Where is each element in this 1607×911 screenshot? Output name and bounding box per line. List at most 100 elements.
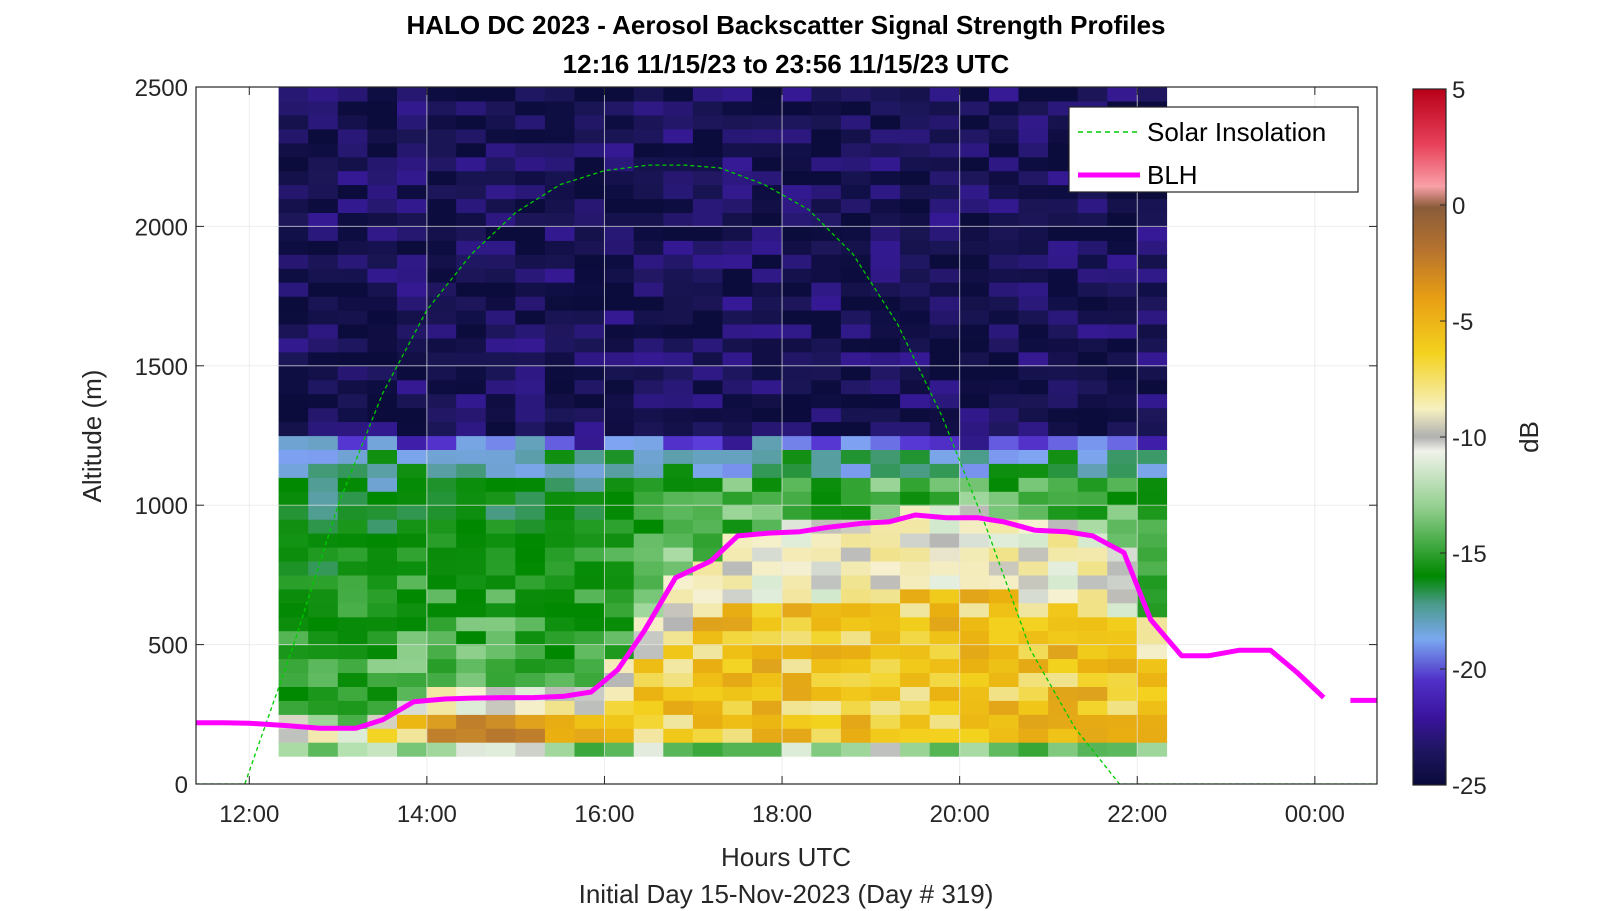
heatmap-cell xyxy=(308,672,339,687)
heatmap-cell xyxy=(929,142,960,158)
heatmap-cell xyxy=(929,630,960,646)
heatmap-cell xyxy=(604,142,635,158)
heatmap-cell xyxy=(988,212,1020,227)
heatmap-cell xyxy=(308,296,339,311)
heatmap-cell xyxy=(811,407,842,423)
heatmap-cell xyxy=(692,407,724,423)
heatmap-cell xyxy=(574,407,605,423)
heatmap-cell xyxy=(278,100,309,116)
heatmap-cell xyxy=(692,435,724,450)
heatmap-cell xyxy=(574,547,605,562)
heatmap-cell xyxy=(308,728,339,743)
heatmap-cell xyxy=(722,449,753,464)
heatmap-cell xyxy=(1136,491,1168,506)
heatmap-cell xyxy=(692,337,724,353)
heatmap-cell xyxy=(604,226,635,241)
heatmap-cell xyxy=(840,296,872,311)
heatmap-cell xyxy=(1048,686,1079,701)
heatmap-cell xyxy=(397,156,428,172)
heatmap-cell xyxy=(959,533,990,548)
heatmap-cell xyxy=(959,393,990,409)
heatmap-cell xyxy=(752,561,783,576)
heatmap-cell xyxy=(1018,351,1049,367)
heatmap-cell xyxy=(722,142,753,158)
heatmap-cell xyxy=(278,700,309,715)
heatmap-cell xyxy=(692,393,724,409)
heatmap-cell xyxy=(278,114,309,130)
heatmap-cell xyxy=(397,296,428,311)
heatmap-cell xyxy=(692,449,724,464)
y-axis: 0 500 1000 1500 2000 2500 xyxy=(135,75,1377,799)
heatmap-cell xyxy=(988,449,1020,464)
heatmap-cell xyxy=(367,142,398,158)
heatmap-cell xyxy=(278,337,309,353)
heatmap-cell xyxy=(663,324,694,339)
heatmap-cell xyxy=(367,588,398,604)
heatmap-cell xyxy=(1018,505,1049,520)
heatmap-cell xyxy=(781,114,812,130)
heatmap-cell xyxy=(663,630,694,646)
heatmap-cell xyxy=(870,296,901,311)
heatmap-cell xyxy=(485,282,516,297)
heatmap-cell xyxy=(633,114,664,130)
heatmap-cell xyxy=(1018,393,1049,409)
x-tick-label: 12:00 xyxy=(219,801,279,828)
heatmap-cell xyxy=(929,588,960,604)
legend-blh-label: BLH xyxy=(1147,160,1198,190)
heatmap-cell xyxy=(1077,226,1108,241)
heatmap-cell xyxy=(1018,268,1049,283)
heatmap-cell xyxy=(1018,477,1049,492)
heatmap-cell xyxy=(337,407,368,423)
y-tick-label: 500 xyxy=(148,633,188,660)
heatmap-cell xyxy=(929,714,960,729)
heatmap-cell xyxy=(456,742,487,757)
heatmap-cell xyxy=(722,198,753,213)
heatmap-cell xyxy=(485,547,516,562)
heatmap-cell xyxy=(1018,658,1049,673)
heatmap-cell xyxy=(337,728,368,743)
heatmap-cell xyxy=(1077,296,1108,311)
heatmap-cell xyxy=(811,658,842,673)
heatmap-cell xyxy=(278,156,309,172)
heatmap-cell xyxy=(781,561,812,576)
heatmap-cell xyxy=(1018,714,1049,729)
heatmap-cell xyxy=(988,602,1020,618)
heatmap-cell xyxy=(604,728,635,743)
heatmap-cell xyxy=(988,226,1020,241)
heatmap-cell xyxy=(663,142,694,158)
heatmap-cell xyxy=(663,268,694,283)
heatmap-cell xyxy=(426,561,457,576)
heatmap-cell xyxy=(663,672,694,687)
heatmap-cell xyxy=(900,519,931,534)
heatmap-cell xyxy=(544,421,576,437)
heatmap-cell xyxy=(840,602,872,618)
heatmap-cell xyxy=(456,407,487,423)
heatmap-cell xyxy=(1077,393,1108,409)
heatmap-cell xyxy=(485,268,516,283)
heatmap-cell xyxy=(367,533,398,548)
heatmap-cell xyxy=(692,602,724,618)
heatmap-cell xyxy=(544,254,576,269)
heatmap-cell xyxy=(574,574,605,590)
heatmap-cell xyxy=(959,184,990,200)
heatmap-cell xyxy=(988,310,1020,325)
heatmap-cell xyxy=(988,714,1020,729)
heatmap-cell xyxy=(781,477,812,492)
heatmap-cell xyxy=(1077,616,1108,632)
heatmap-cell xyxy=(1018,156,1049,172)
heatmap-cell xyxy=(811,337,842,353)
heatmap-cell xyxy=(1018,128,1049,144)
heatmap-cell xyxy=(604,337,635,353)
heatmap-cell xyxy=(574,658,605,673)
heatmap-cell xyxy=(633,268,664,283)
heatmap-cell xyxy=(633,561,664,576)
heatmap-cell xyxy=(485,310,516,325)
heatmap-cell xyxy=(426,519,457,534)
heatmap-cell xyxy=(692,505,724,520)
heatmap-cell xyxy=(988,254,1020,269)
heatmap-cell xyxy=(515,365,546,381)
heatmap-cell xyxy=(1136,240,1168,255)
heatmap-cell xyxy=(574,184,605,200)
heatmap-cell xyxy=(722,519,753,534)
heatmap-cell xyxy=(781,588,812,604)
